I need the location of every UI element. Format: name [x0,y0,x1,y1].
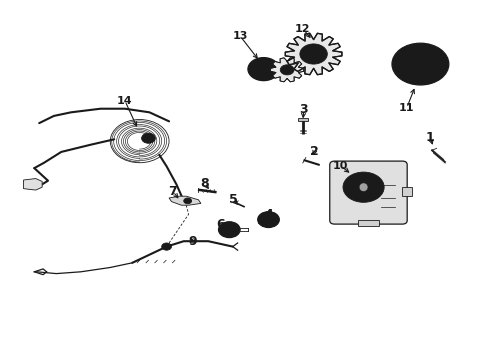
Circle shape [248,58,279,81]
Circle shape [258,212,279,228]
Circle shape [343,172,384,202]
Circle shape [416,60,425,68]
Polygon shape [169,196,201,205]
Circle shape [280,65,294,75]
Circle shape [392,43,449,85]
Text: 3: 3 [299,103,308,116]
Text: 5: 5 [229,193,238,206]
Text: 10: 10 [333,161,348,171]
Text: 2: 2 [310,145,319,158]
Circle shape [300,44,327,64]
Circle shape [184,198,192,204]
Text: 6: 6 [216,219,225,231]
Polygon shape [24,179,42,190]
Circle shape [306,48,321,60]
Circle shape [350,177,377,197]
Polygon shape [270,58,304,82]
Circle shape [219,222,240,238]
Text: 9: 9 [188,235,197,248]
Circle shape [255,63,272,76]
Bar [358,220,379,226]
Text: 12: 12 [295,24,311,34]
Circle shape [223,225,235,234]
Bar [298,118,308,121]
Circle shape [142,133,155,143]
FancyBboxPatch shape [330,161,407,224]
Text: 1: 1 [426,131,435,144]
Text: 7: 7 [169,185,177,198]
Circle shape [162,243,172,250]
Text: 8: 8 [200,177,209,190]
Circle shape [405,53,436,76]
Text: 13: 13 [232,31,248,41]
Text: 14: 14 [117,96,133,106]
Text: 11: 11 [399,103,415,113]
Ellipse shape [359,183,368,192]
Text: 4: 4 [264,208,273,221]
Circle shape [263,215,274,224]
Bar [402,187,412,196]
Polygon shape [285,33,342,75]
Circle shape [266,217,271,222]
Circle shape [397,47,444,81]
